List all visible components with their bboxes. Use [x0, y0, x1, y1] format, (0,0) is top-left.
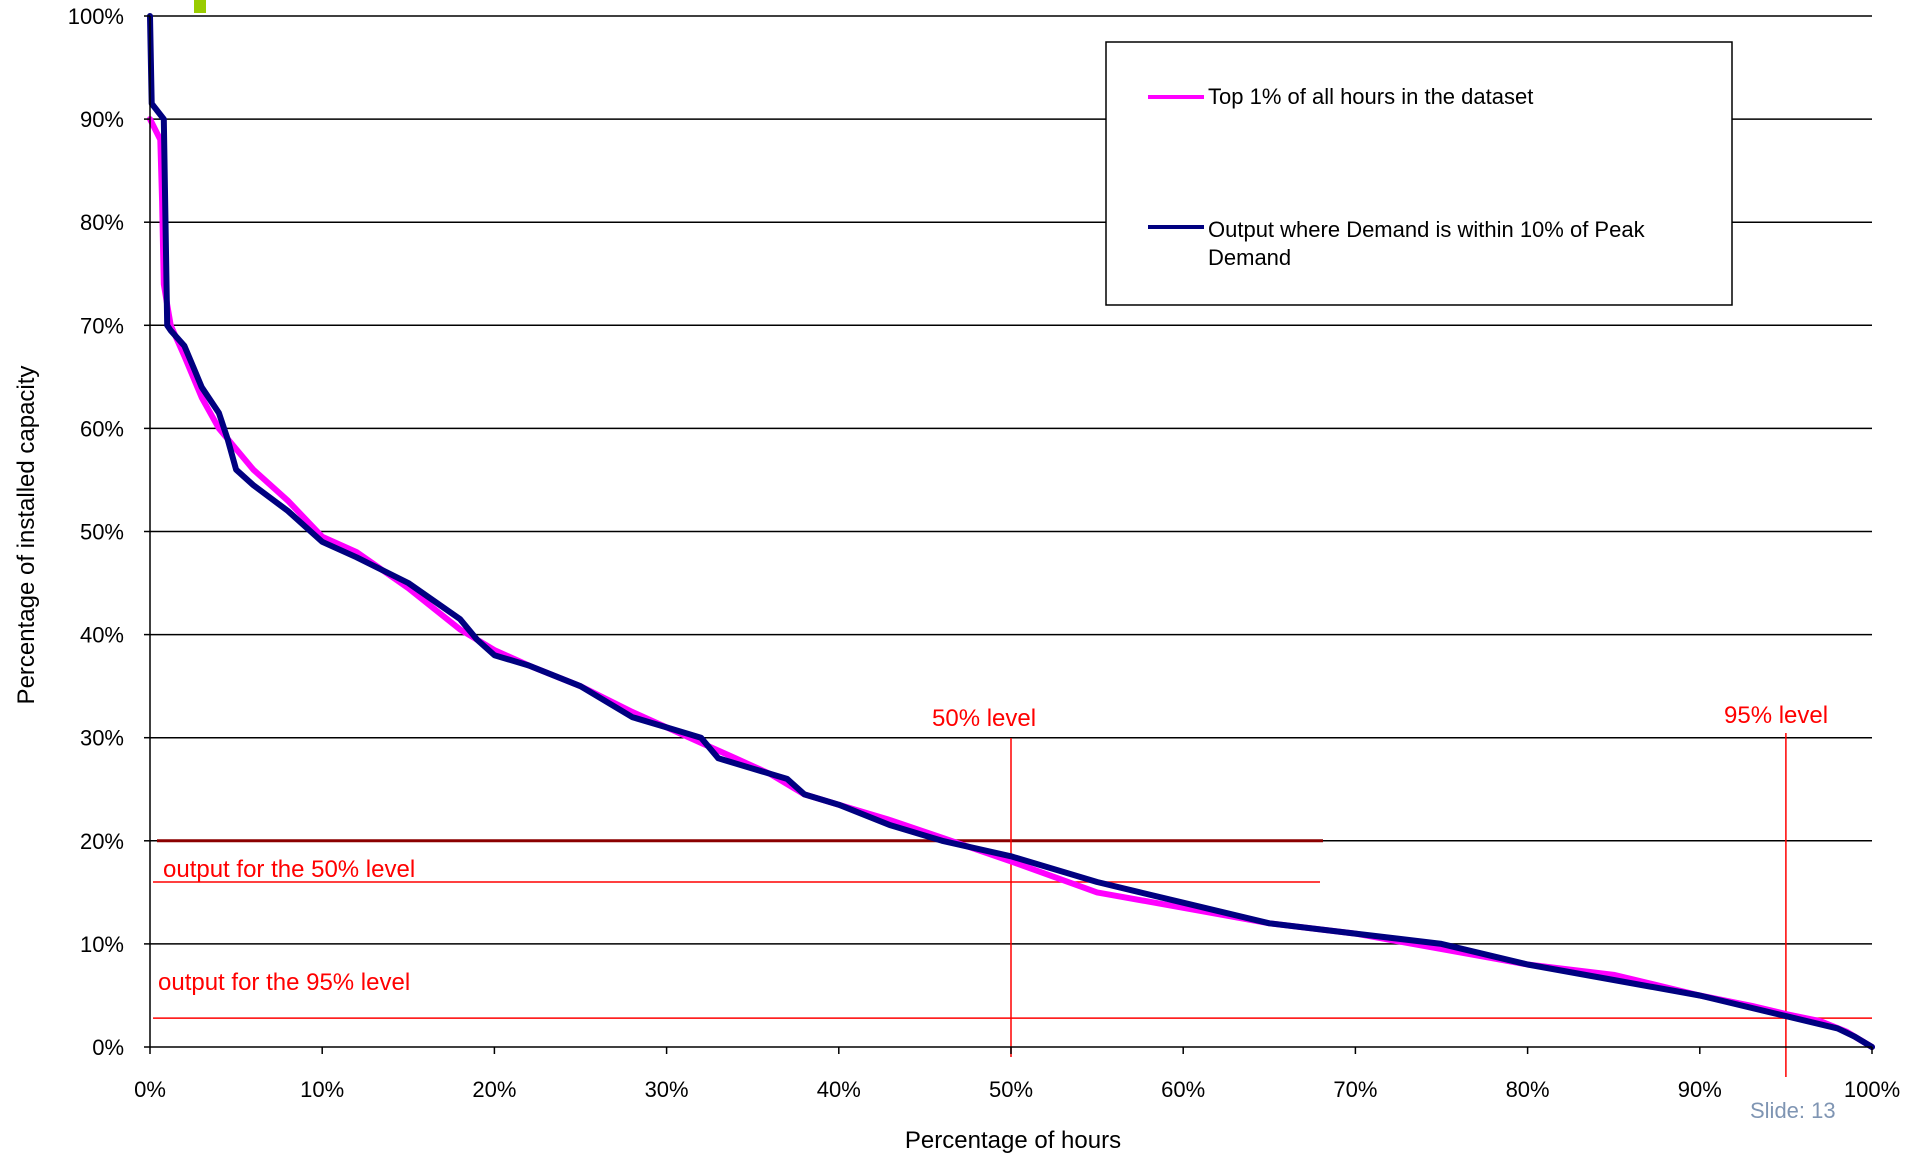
x-tick-label-60: 60% — [1161, 1077, 1205, 1102]
y-tick-label-70: 70% — [80, 313, 124, 338]
legend-label-top-1-percent: Top 1% of all hours in the dataset — [1208, 84, 1533, 109]
slide-number: Slide: 13 — [1750, 1098, 1836, 1123]
accent-mark — [194, 0, 206, 13]
y-tick-label-20: 20% — [80, 829, 124, 854]
annotation-output-50-level: output for the 50% level — [163, 856, 415, 883]
x-tick-labels: 0% 10% 20% 30% 40% 50% 60% 70% 80% 90% 100% — [134, 1077, 1900, 1102]
x-tick-label-70: 70% — [1333, 1077, 1377, 1102]
x-tick-label-100: 100% — [1844, 1077, 1900, 1102]
annotation-50-level: 50% level — [932, 705, 1036, 732]
legend-box — [1105, 41, 1733, 306]
y-tick-label-30: 30% — [80, 726, 124, 751]
legend-label-line-1: Output where Demand is within 10% of Pea… — [1208, 217, 1646, 242]
legend-label-demand-within-10: Output where Demand is within 10% of Pea… — [1208, 217, 1651, 270]
reference-lines — [153, 733, 1872, 1077]
annotation-output-95-level: output for the 95% level — [158, 969, 410, 996]
y-tick-labels: 0% 10% 20% 30% 40% 50% 60% 70% 80% 90% 100% — [68, 4, 124, 1060]
series-layer — [147, 13, 1875, 1050]
series-line-demand-within-10 — [147, 13, 1875, 1050]
x-tick-label-40: 40% — [817, 1077, 861, 1102]
y-tick-label-40: 40% — [80, 623, 124, 648]
legend-label-line-2: Demand — [1208, 245, 1291, 270]
y-axis-title: Percentage of installed capacity — [13, 366, 40, 705]
x-tick-label-20: 20% — [472, 1077, 516, 1102]
x-tick-label-10: 10% — [300, 1077, 344, 1102]
x-axis-title: Percentage of hours — [905, 1127, 1121, 1154]
x-tick-label-50: 50% — [989, 1077, 1033, 1102]
y-tick-label-100: 100% — [68, 4, 124, 29]
x-tick-label-80: 80% — [1506, 1077, 1550, 1102]
axes — [144, 15, 1873, 1054]
y-tick-label-60: 60% — [80, 416, 124, 441]
y-tick-label-50: 50% — [80, 520, 124, 545]
x-tick-label-30: 30% — [645, 1077, 689, 1102]
annotation-95-level: 95% level — [1724, 702, 1828, 729]
legend: Top 1% of all hours in the dataset Outpu… — [1105, 41, 1733, 306]
y-tick-label-10: 10% — [80, 932, 124, 957]
y-tick-label-80: 80% — [80, 210, 124, 235]
x-tick-label-0: 0% — [134, 1077, 166, 1102]
x-tick-label-90: 90% — [1678, 1077, 1722, 1102]
y-tick-label-90: 90% — [80, 107, 124, 132]
y-tick-label-0: 0% — [92, 1035, 124, 1060]
